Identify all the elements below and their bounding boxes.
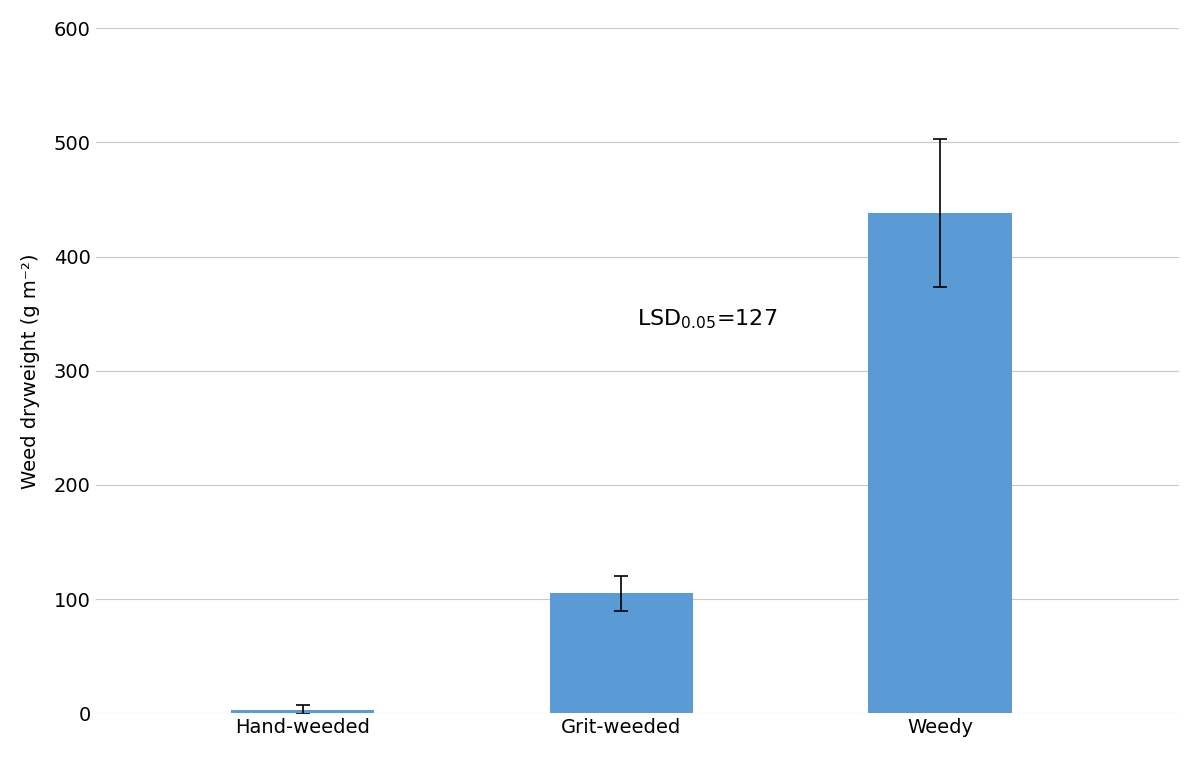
Bar (232, 710, 374, 713)
Text: LSD$_{0.05}$=127: LSD$_{0.05}$=127 (637, 308, 778, 331)
Bar (869, 213, 1012, 713)
Bar (550, 594, 694, 713)
Y-axis label: Weed dryweight (g m⁻²): Weed dryweight (g m⁻²) (20, 253, 40, 489)
